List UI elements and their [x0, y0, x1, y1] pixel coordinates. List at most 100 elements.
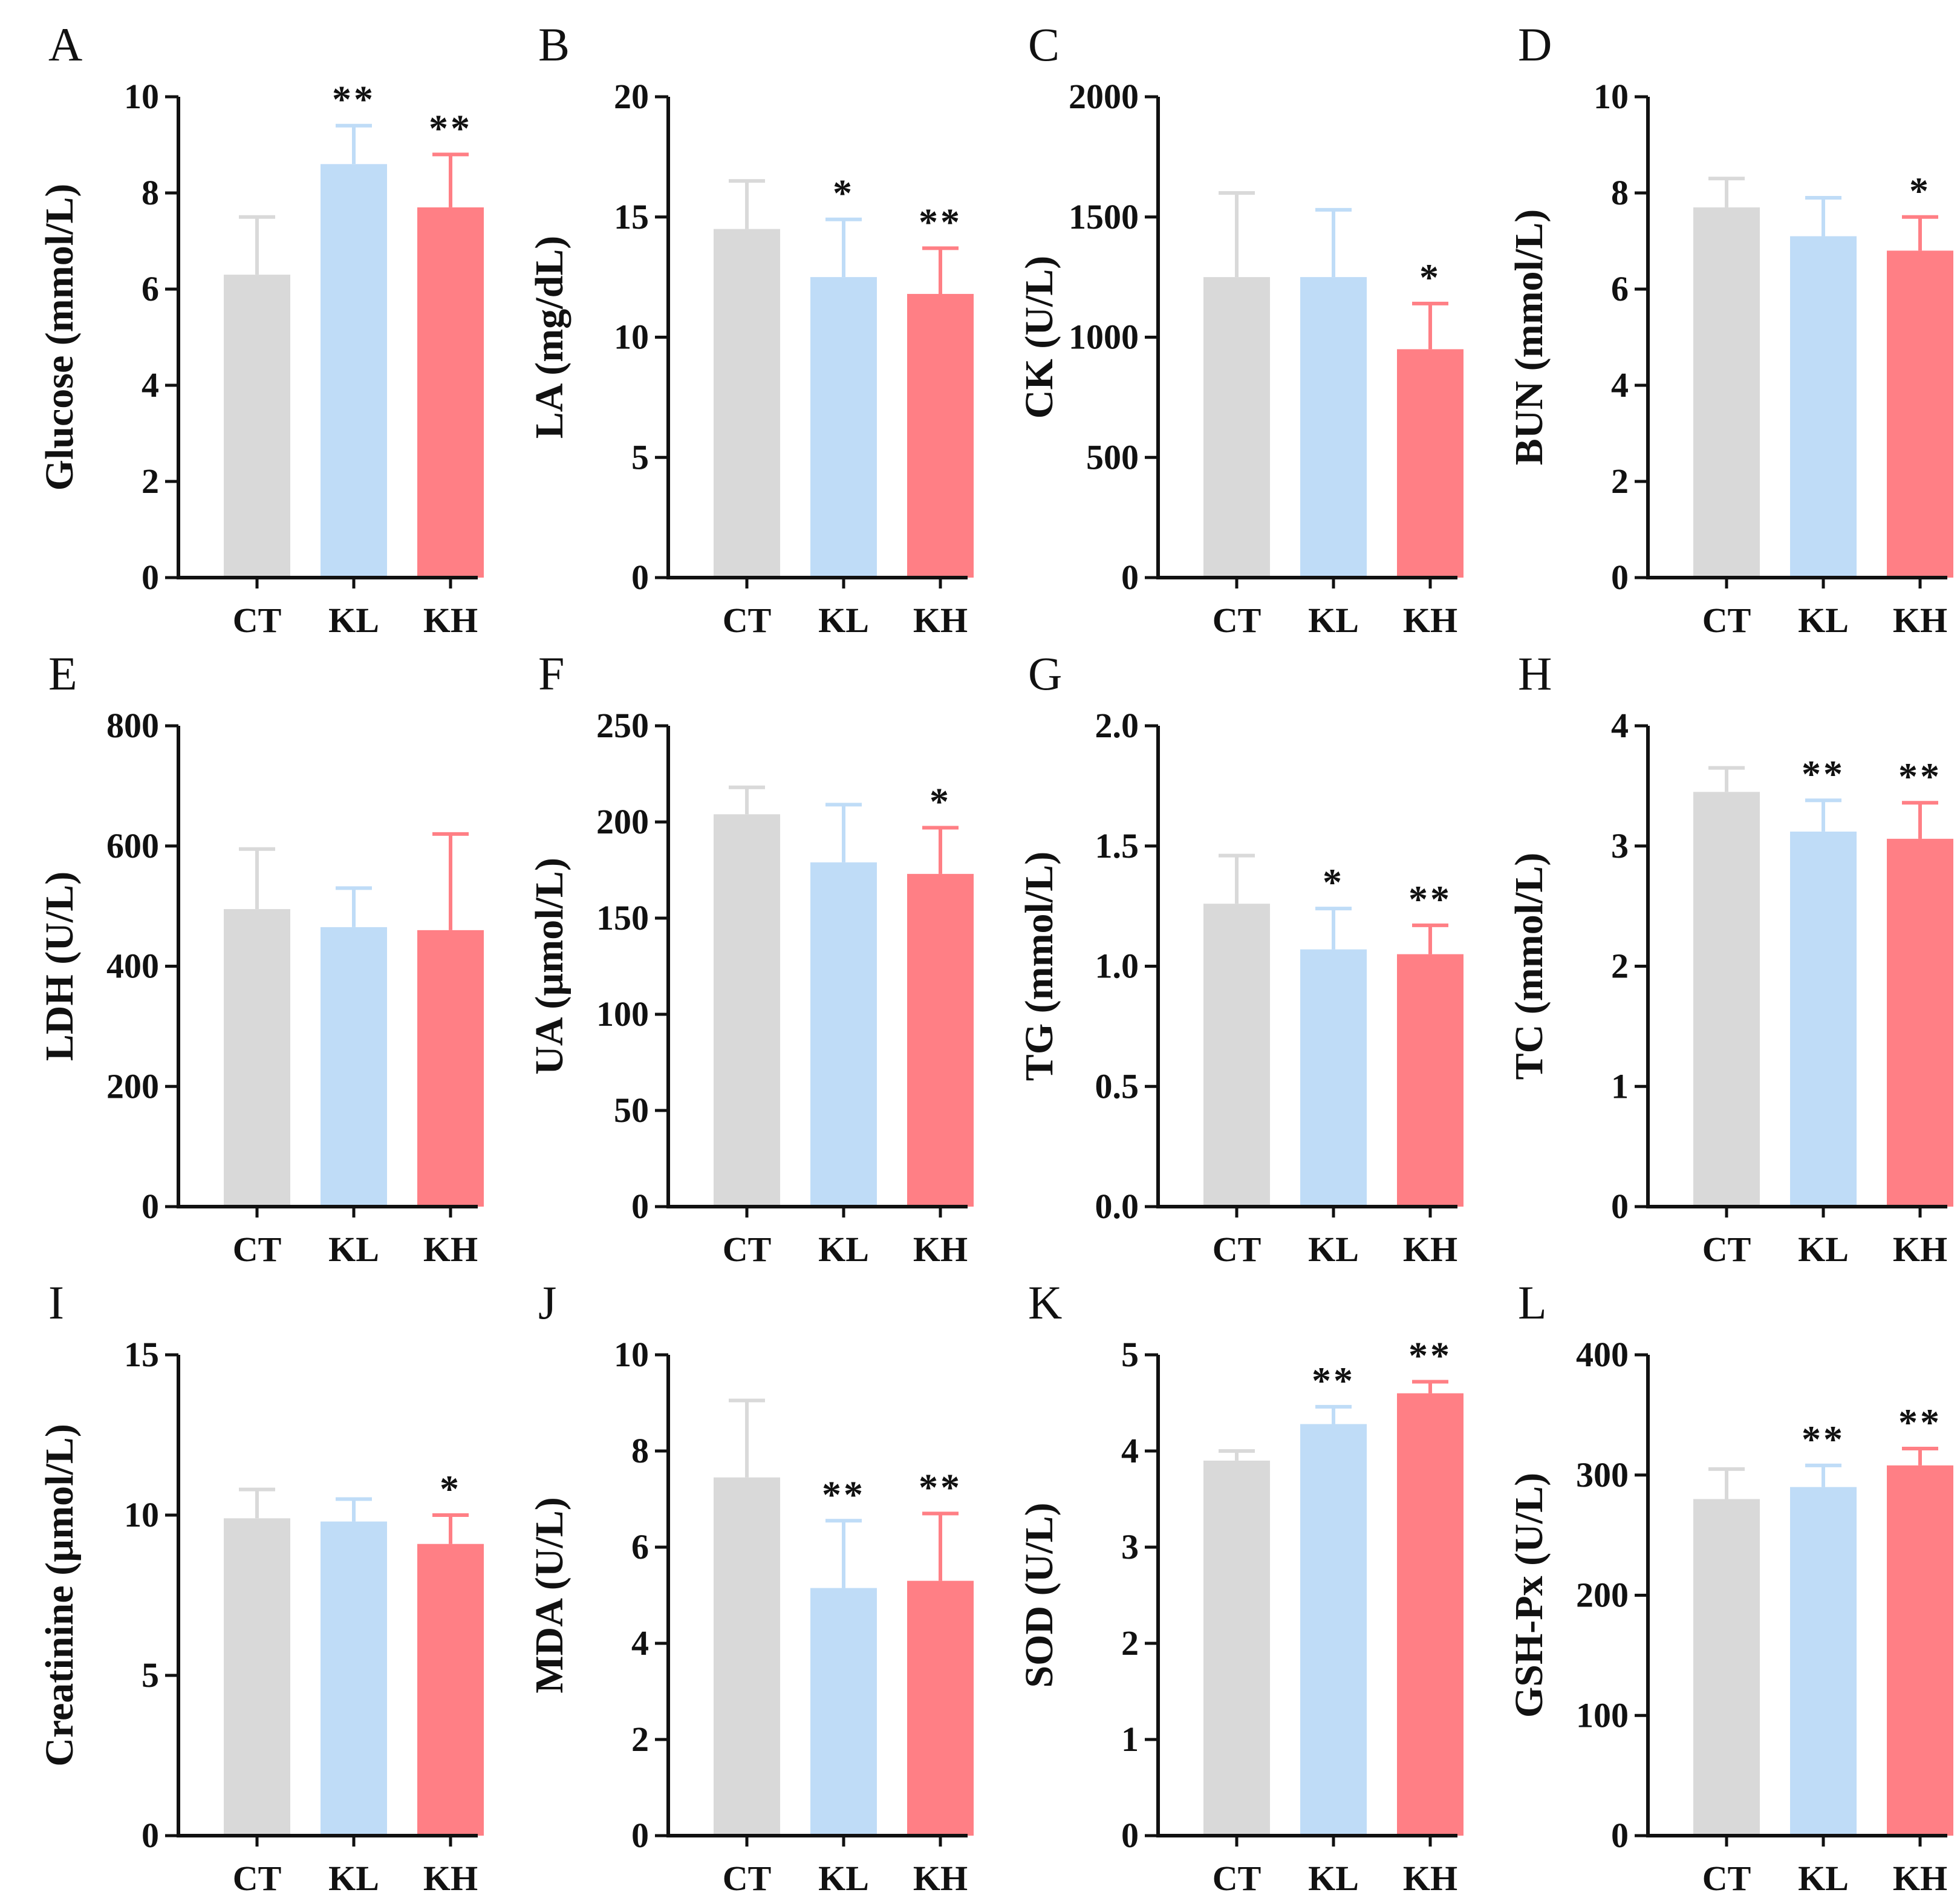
bar-ct	[1693, 1499, 1760, 1836]
panel-letter: F	[538, 647, 564, 700]
bar-kl	[321, 1521, 387, 1836]
y-tick-label: 0	[1611, 1816, 1629, 1855]
category-label-kh: KH	[423, 1859, 478, 1898]
panel-k: K CT ** KL ** KH 0 1 2 3 4 5 SOD (U/L)	[1017, 1276, 1463, 1898]
panel-letter: H	[1518, 647, 1552, 700]
category-label-kh: KH	[913, 1859, 968, 1898]
y-tick-label: 200	[106, 1066, 159, 1106]
bar-kh	[907, 293, 974, 578]
category-label-ct: CT	[723, 1859, 772, 1898]
y-tick-label: 6	[142, 269, 159, 308]
bar-ct	[1693, 207, 1760, 578]
y-axis-title: SOD (U/L)	[1017, 1502, 1061, 1687]
y-tick-label: 0	[631, 558, 649, 597]
y-tick-label: 0	[142, 558, 159, 597]
bar-ct	[1203, 1460, 1270, 1836]
y-tick-label: 1	[1611, 1066, 1629, 1106]
bar-kl	[810, 862, 877, 1207]
y-tick-label: 4	[142, 365, 159, 405]
y-tick-label: 3	[1121, 1527, 1139, 1567]
y-tick-label: 20	[614, 77, 649, 116]
significance-kl: **	[1802, 1418, 1845, 1461]
y-axis-title: LA (mg/dL)	[527, 236, 571, 439]
bar-ct	[224, 275, 290, 578]
significance-kh: **	[429, 106, 472, 149]
panel-i: I CT KL * KH 0 5 10 15 Creatinine (µmol/L)	[37, 1276, 484, 1898]
category-label-kh: KH	[1893, 601, 1947, 640]
bar-kl	[1790, 1487, 1857, 1836]
y-axis-title: TG (mmol/L)	[1017, 852, 1061, 1081]
y-tick-label: 250	[596, 706, 649, 745]
significance-kl: **	[822, 1473, 865, 1516]
y-axis-title: TC (mmol/L)	[1507, 853, 1551, 1080]
y-tick-label: 100	[596, 994, 649, 1034]
y-tick-label: 2	[142, 461, 159, 501]
significance-kl: **	[332, 78, 376, 121]
y-tick-label: 0.5	[1095, 1066, 1139, 1106]
significance-kl: **	[1802, 752, 1845, 795]
panel-letter: J	[538, 1276, 556, 1329]
bar-kh	[1887, 250, 1953, 578]
category-label-kh: KH	[423, 1230, 478, 1269]
category-label-kl: KL	[328, 1230, 379, 1269]
y-tick-label: 8	[142, 173, 159, 212]
y-tick-label: 300	[1576, 1455, 1629, 1495]
bar-kh	[417, 930, 484, 1207]
y-tick-label: 1000	[1069, 318, 1139, 357]
category-label-ct: CT	[233, 601, 282, 640]
significance-kl: **	[1312, 1359, 1355, 1402]
panel-letter: A	[48, 18, 82, 71]
bar-kh	[1397, 1393, 1463, 1836]
y-tick-label: 6	[631, 1527, 649, 1567]
significance-kh: **	[1898, 755, 1942, 798]
bar-kh	[1397, 954, 1463, 1207]
significance-kh: **	[919, 1465, 962, 1508]
panel-h: H CT ** KL ** KH 0 1 2 3 4 TC (mmol/L)	[1507, 647, 1953, 1269]
bar-kl	[1300, 277, 1367, 578]
y-tick-label: 2000	[1069, 77, 1139, 116]
panel-c: C CT KL * KH 0 500 1000 1500 2000 CK (U/L)	[1017, 18, 1463, 640]
category-label-kh: KH	[423, 601, 478, 640]
panel-letter: D	[1518, 18, 1552, 71]
y-tick-label: 0	[142, 1816, 159, 1855]
category-label-ct: CT	[233, 1859, 282, 1898]
category-label-kh: KH	[1403, 1859, 1457, 1898]
category-label-kl: KL	[1308, 1230, 1359, 1269]
category-label-ct: CT	[1213, 601, 1262, 640]
bar-ct	[1203, 904, 1270, 1207]
y-tick-label: 15	[124, 1335, 159, 1374]
category-label-kl: KL	[328, 601, 379, 640]
panel-g: G CT * KL ** KH 0.0 0.5 1.0 1.5 2.0 TG (mmol/L)	[1017, 647, 1463, 1269]
y-tick-label: 5	[142, 1655, 159, 1695]
y-tick-label: 0	[142, 1187, 159, 1226]
panel-b: B CT * KL ** KH 0 5 10 15 20 LA (mg/dL)	[527, 18, 974, 640]
bar-kl	[1790, 831, 1857, 1207]
bar-kh	[1887, 1465, 1953, 1836]
y-tick-label: 10	[124, 77, 159, 116]
panel-letter: K	[1028, 1276, 1062, 1329]
panel-l: L CT ** KL ** KH 0 100 200 300 400 GSH-Px (U/L)	[1507, 1276, 1953, 1898]
bar-kl	[810, 277, 877, 578]
y-tick-label: 200	[596, 802, 649, 841]
y-tick-label: 400	[1576, 1335, 1629, 1374]
y-tick-label: 10	[614, 1335, 649, 1374]
y-axis-title: MDA (U/L)	[527, 1497, 571, 1693]
significance-kh: **	[1898, 1401, 1942, 1444]
bar-kh	[907, 1580, 974, 1836]
category-label-kl: KL	[818, 1859, 869, 1898]
category-label-ct: CT	[723, 1230, 772, 1269]
category-label-kh: KH	[913, 1230, 968, 1269]
category-label-kh: KH	[913, 601, 968, 640]
category-label-kl: KL	[1798, 1230, 1849, 1269]
category-label-kh: KH	[1403, 601, 1457, 640]
y-tick-label: 10	[1594, 77, 1629, 116]
y-tick-label: 1.0	[1095, 947, 1139, 986]
y-tick-label: 1500	[1069, 197, 1139, 236]
category-label-kl: KL	[328, 1859, 379, 1898]
category-label-kl: KL	[818, 1230, 869, 1269]
panel-j: J CT ** KL ** KH 0 2 4 6 8 10 MDA (U/L)	[527, 1276, 974, 1898]
significance-kl: *	[833, 172, 855, 215]
category-label-kl: KL	[818, 601, 869, 640]
y-axis-title: GSH-Px (U/L)	[1507, 1473, 1551, 1718]
